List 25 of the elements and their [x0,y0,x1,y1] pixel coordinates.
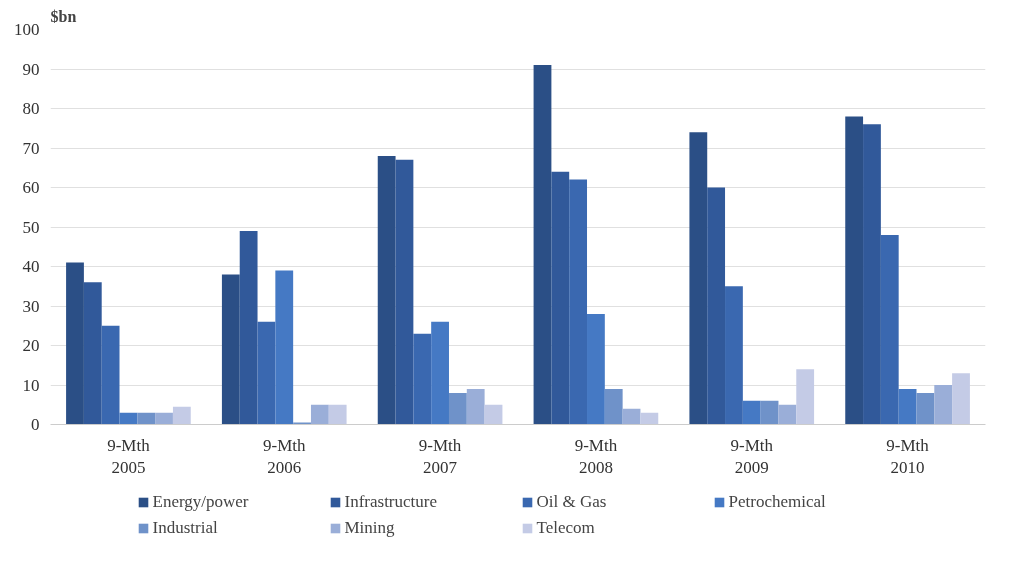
legend-label: Petrochemical [728,492,827,512]
x-tick-label: 9-Mth 2009 [730,435,774,478]
y-tick-label: 70 [22,138,40,158]
legend-label: Mining [344,518,396,538]
y-tick-label: 90 [22,59,40,79]
y-tick-label: 30 [22,296,40,316]
legend-label: Telecom [536,518,596,538]
y-tick-label: 0 [31,415,40,434]
y-axis-title: $bn [50,7,77,25]
legend-label: Industrial [152,518,219,538]
legend-label: Oil & Gas [536,492,608,512]
y-tick-label: 40 [22,257,40,276]
x-tick-label: 9-Mth 2006 [263,435,306,478]
y-tick-label: 100 [14,20,40,39]
x-tick-label: 9-Mth 2007 [418,435,462,478]
x-tick-label: 9-Mth 2008 [574,435,618,478]
x-tick-label: 9-Mth 2010 [886,435,930,478]
y-tick-label: 50 [22,217,40,237]
legend-label: Energy/power [152,492,250,512]
y-tick-label: 60 [22,178,40,197]
y-tick-label: 80 [22,99,40,118]
x-tick-label: 9-Mth 2005 [107,435,151,478]
legend-label: Infrastructure [344,492,438,512]
y-tick-label: 10 [22,375,40,395]
y-tick-label: 20 [22,336,40,355]
